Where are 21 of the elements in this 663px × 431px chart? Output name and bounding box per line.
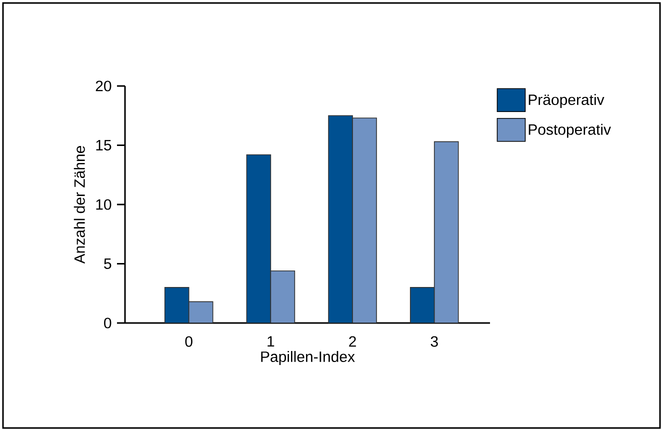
x-tick-label: 1 (268, 336, 274, 347)
y-tick-label: 20 (96, 80, 112, 92)
bar (328, 115, 353, 323)
y-tick-label: 5 (104, 258, 112, 269)
bar (164, 287, 190, 323)
x-tick-label: 3 (430, 336, 438, 347)
bar (188, 301, 214, 323)
legend-label: Postoperativ (528, 124, 611, 138)
bar (410, 287, 435, 323)
x-axis-title: Papillen-Index (261, 351, 355, 365)
bar (434, 141, 459, 323)
y-tick-label: 0 (104, 318, 112, 328)
x-tick-label: 0 (185, 336, 192, 347)
bar (352, 118, 377, 323)
x-tick-label: 2 (349, 336, 356, 347)
bar (270, 270, 296, 323)
legend-label: Präoperativ (528, 94, 604, 108)
y-axis-title: Anzahl der Zähne (74, 146, 85, 264)
y-tick-label: 10 (96, 199, 112, 210)
y-tick-label: 15 (96, 140, 112, 150)
bar (246, 154, 272, 323)
